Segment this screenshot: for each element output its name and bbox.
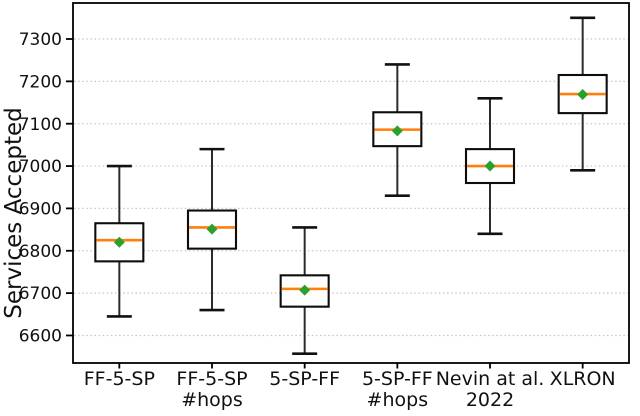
axes-frame xyxy=(72,2,630,364)
mean-marker xyxy=(299,284,311,296)
x-tick-label: #hops xyxy=(367,389,429,411)
y-tick-label: 6900 xyxy=(19,200,62,220)
x-tick-label: 5-SP-FF xyxy=(362,368,433,390)
x-tick-label: FF-5-SP xyxy=(176,368,247,390)
x-tick-label: Nevin at al. xyxy=(436,368,545,390)
y-tick-label: 6600 xyxy=(19,327,62,347)
mean-marker xyxy=(484,160,496,172)
y-tick-label: 7200 xyxy=(19,72,62,92)
y-tick-label: 7100 xyxy=(19,115,62,135)
y-tick-label: 7000 xyxy=(19,157,62,177)
y-tick-label: 6800 xyxy=(19,242,62,262)
mean-marker xyxy=(577,88,589,100)
x-tick-label: XLRON xyxy=(550,368,616,390)
x-tick-label: FF-5-SP xyxy=(84,368,155,390)
x-tick-label: 2022 xyxy=(466,389,514,411)
x-tick-label: #hops xyxy=(181,389,243,411)
mean-marker xyxy=(206,223,218,235)
x-tick-label: 5-SP-FF xyxy=(269,368,340,390)
iqr-box xyxy=(279,274,330,308)
mean-marker xyxy=(113,236,125,248)
y-tick-label: 6700 xyxy=(19,284,62,304)
y-tick-label: 7300 xyxy=(19,30,62,50)
mean-marker xyxy=(391,125,403,137)
y-axis-label: Services Accepted xyxy=(1,107,27,318)
